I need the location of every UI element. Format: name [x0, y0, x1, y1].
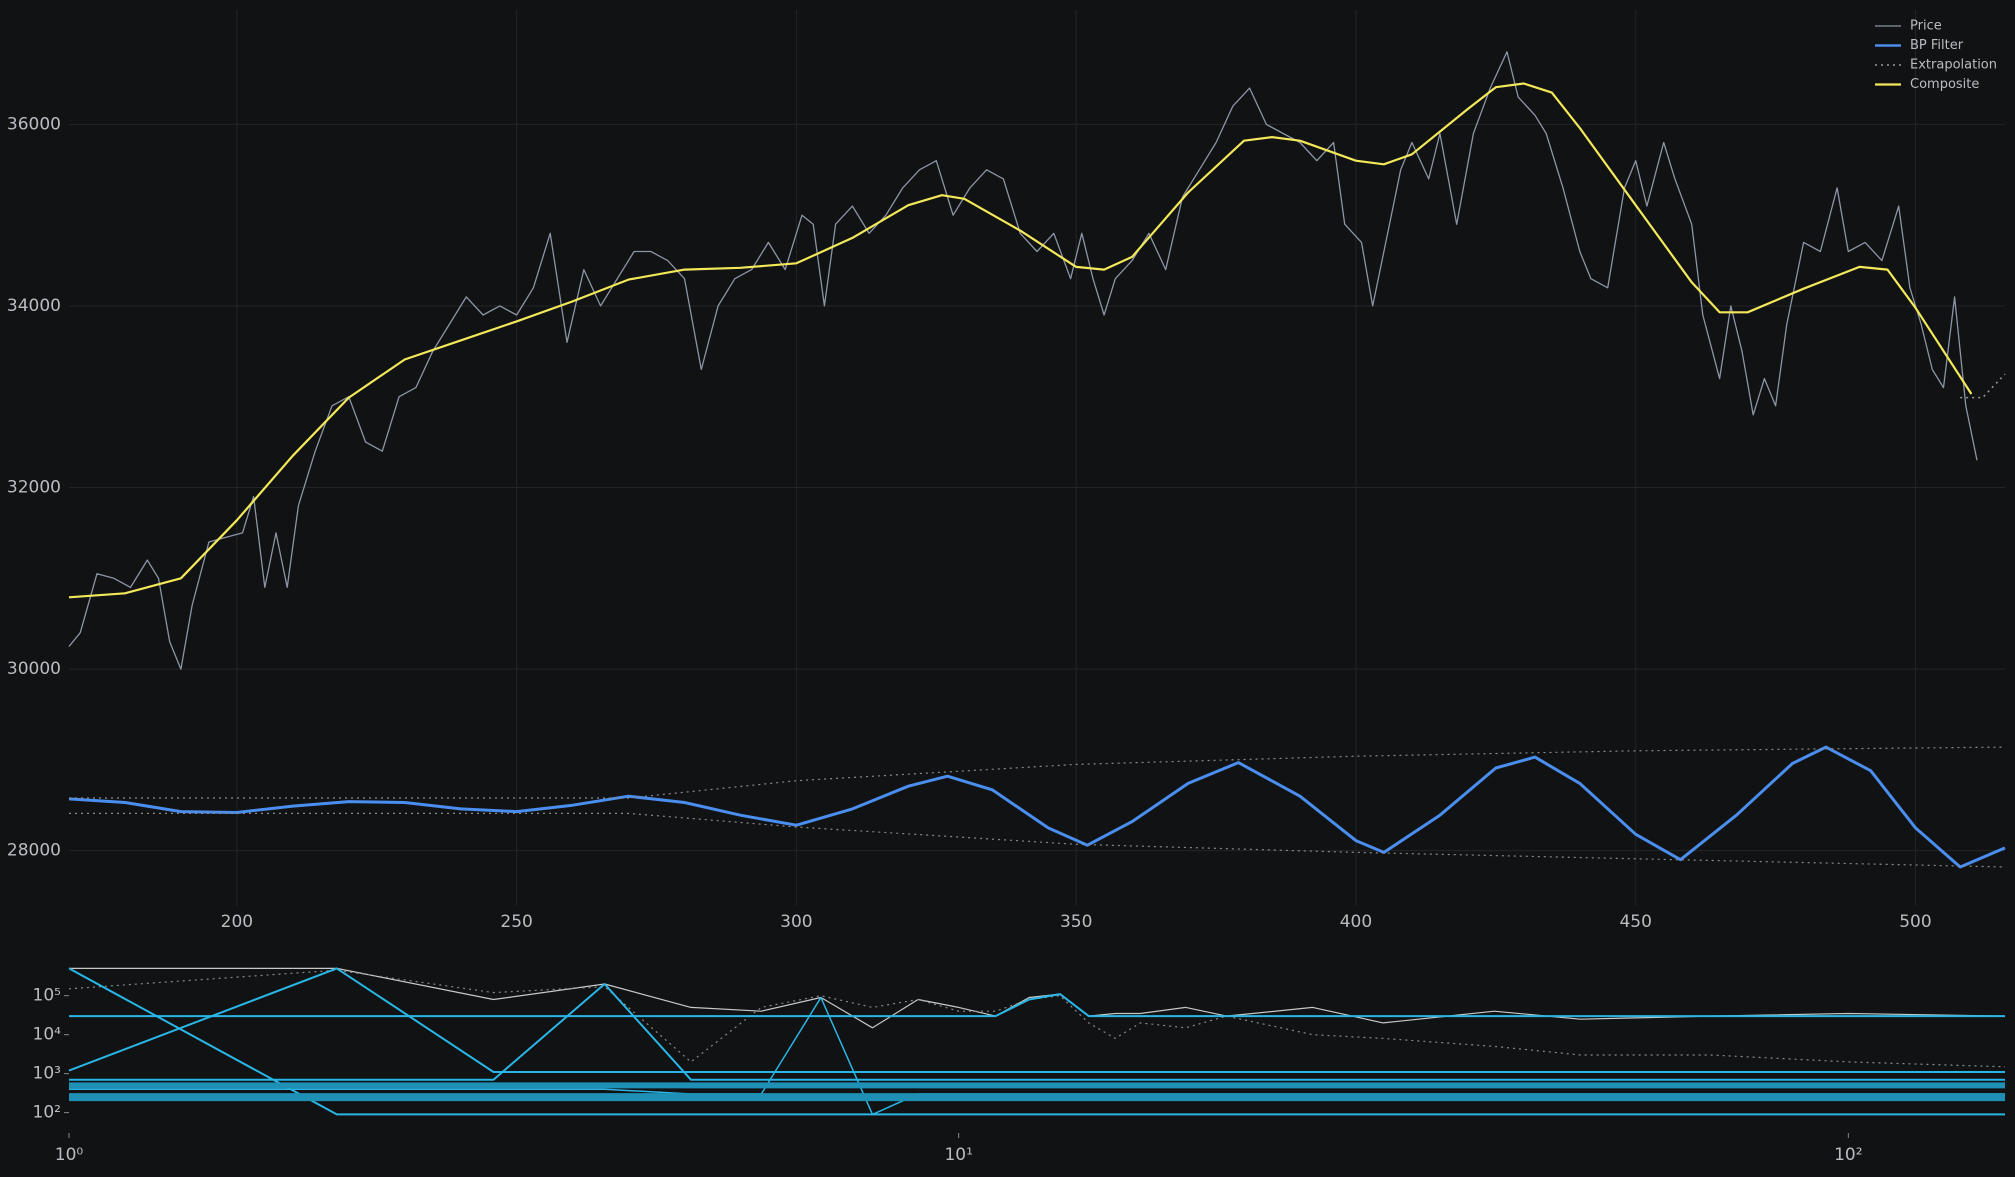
x-tick-label: 10¹ [944, 1145, 972, 1165]
y-tick-label: 32000 [7, 478, 61, 498]
legend-label: Price [1910, 19, 1942, 34]
x-tick-label: 200 [221, 912, 253, 932]
y-tick-label: 10⁵ [33, 986, 61, 1006]
series-line [68, 969, 2006, 1068]
series-line [68, 745, 2006, 869]
y-tick-label: 34000 [7, 296, 61, 316]
y-tick-label: 28000 [7, 841, 61, 861]
series-line [1960, 373, 2006, 399]
x-tick-label: 500 [1899, 912, 1931, 932]
series-line [68, 967, 2005, 1073]
legend-label: BP Filter [1910, 38, 1964, 53]
series-line [69, 993, 2005, 1018]
series-line [69, 983, 2005, 1081]
x-tick-label: 10² [1834, 1145, 1862, 1165]
y-tick-label: 10³ [33, 1064, 61, 1084]
series-line [69, 812, 2006, 868]
legend-label: Extrapolation [1910, 58, 1997, 73]
x-tick-label: 350 [1060, 912, 1092, 932]
x-tick-label: 250 [500, 912, 532, 932]
series-line [68, 51, 1978, 670]
x-tick-label: 400 [1340, 912, 1372, 932]
x-tick-label: 300 [780, 912, 812, 932]
y-tick-label: 10⁴ [33, 1025, 62, 1045]
legend-label: Composite [1910, 77, 1979, 92]
y-tick-label: 30000 [7, 659, 61, 679]
x-tick-label: 450 [1619, 912, 1651, 932]
y-tick-label: 10² [33, 1103, 61, 1123]
series-line [69, 746, 2006, 799]
x-tick-label: 10⁰ [55, 1145, 84, 1165]
series-line [68, 82, 1973, 599]
y-tick-label: 36000 [7, 114, 61, 134]
series-line [68, 967, 2005, 1116]
